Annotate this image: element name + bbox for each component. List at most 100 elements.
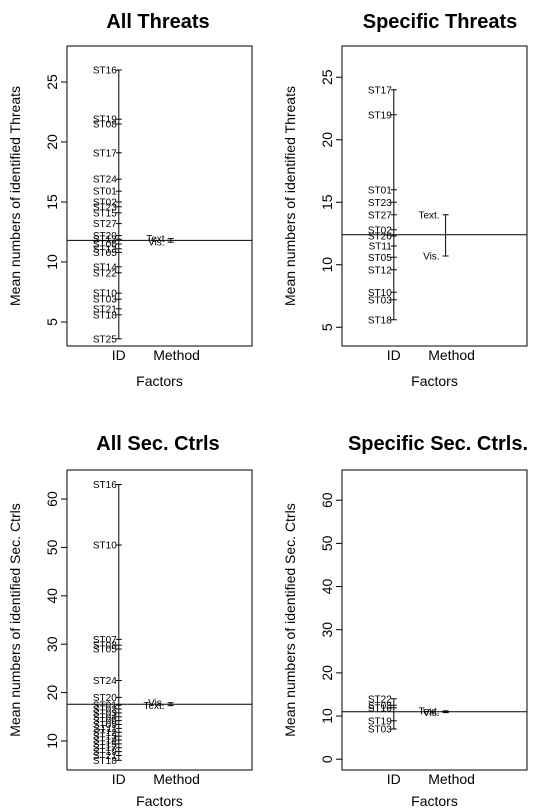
y-axis-label: Mean numbers of identified Threats	[282, 86, 298, 306]
y-tick-label: 10	[44, 254, 60, 270]
level-label: ST20	[93, 231, 117, 242]
level-label: ST03	[368, 295, 392, 306]
level-label: ST10	[368, 288, 392, 299]
level-label: ST11	[369, 242, 393, 253]
chart-title: Specific Sec. Ctrls.	[348, 433, 528, 455]
y-tick-label: 25	[44, 74, 60, 90]
level-label: Vis.	[423, 252, 440, 263]
plot-frame	[66, 469, 253, 771]
category-label-method: Method	[428, 347, 475, 363]
y-axis-label: Mean numbers of identified Sec. Ctrls	[7, 503, 23, 736]
level-label: ST23	[368, 198, 392, 209]
y-tick-label: 5	[44, 318, 60, 326]
level-label: ST16	[368, 703, 392, 714]
level-label: ST13	[93, 244, 117, 255]
level-label: ST22	[93, 268, 117, 279]
x-axis-label: Factors	[136, 793, 183, 809]
y-tick-label: 40	[44, 588, 60, 604]
level-label: ST10	[93, 289, 117, 300]
level-label: Text.	[418, 210, 439, 221]
level-label: ST06	[93, 716, 117, 727]
y-tick-label: 60	[44, 491, 60, 507]
category-label-id: ID	[387, 771, 401, 787]
level-label: ST18	[93, 756, 117, 767]
y-tick-label: 60	[319, 492, 335, 508]
level-label: ST17	[93, 148, 117, 159]
level-label: Vis.	[148, 238, 165, 249]
plot-frame	[341, 45, 528, 347]
level-label: ST19	[368, 716, 392, 727]
y-tick-label: 30	[319, 622, 335, 638]
level-label: ST24	[93, 676, 117, 687]
x-axis-label: Factors	[411, 793, 458, 809]
level-label: ST12	[93, 728, 117, 739]
level-label: ST02	[93, 705, 117, 716]
plot-frame	[66, 45, 253, 347]
level-label: ST04	[93, 712, 117, 723]
level-label: ST25	[93, 334, 117, 345]
level-label: ST08	[93, 120, 117, 131]
level-label: ST03	[368, 724, 392, 735]
level-label: ST10	[93, 541, 117, 552]
level-label: Text.	[143, 701, 164, 712]
y-tick-label: 10	[44, 733, 60, 749]
level-label: ST15	[93, 208, 117, 219]
level-label: ST03	[93, 295, 117, 306]
level-label: ST17	[93, 743, 117, 754]
category-label-method: Method	[153, 771, 200, 787]
panel-1: All Threats 5 10 15 20 25 Mean numbers of iden…	[7, 11, 253, 389]
level-label: Vis.	[423, 708, 440, 719]
y-tick-label: 40	[319, 579, 335, 595]
y-tick-label: 20	[44, 685, 60, 701]
category-label-id: ID	[387, 347, 401, 363]
level-label: ST12	[368, 265, 392, 276]
level-label: ST17	[368, 85, 392, 96]
y-axis-label: Mean numbers of identified Threats	[7, 86, 23, 306]
level-label: ST24	[93, 175, 117, 186]
category-label-id: ID	[112, 771, 126, 787]
level-label: ST27	[368, 210, 392, 221]
y-tick-label: 15	[319, 194, 335, 210]
panel-4: Specific Sec. Ctrls. 0 10 20 30 40 50 60 Mean nu…	[282, 433, 528, 809]
level-label: ST19	[368, 110, 392, 121]
level-label: Text	[146, 234, 165, 245]
plot-frame	[341, 469, 528, 771]
level-label: ST16	[93, 480, 117, 491]
level-label: ST18	[368, 315, 392, 326]
level-label: ST01	[93, 187, 117, 198]
level-label: ST26	[368, 232, 392, 243]
y-tick-label: 20	[44, 134, 60, 150]
level-label: ST02	[93, 198, 117, 209]
level-label: ST12	[93, 235, 117, 246]
y-tick-label: 15	[44, 194, 60, 210]
level-label: ST09	[93, 720, 117, 731]
level-label: ST23	[93, 202, 117, 213]
level-label: ST27	[93, 219, 117, 230]
level-label: ST11	[94, 724, 118, 735]
level-label: ST20	[93, 693, 117, 704]
panel-3: All Sec. Ctrls 10 20 30 40 50 60 Mean numbers o…	[7, 433, 253, 809]
level-label: ST03	[93, 708, 117, 719]
y-tick-label: 0	[319, 755, 335, 763]
level-label: ST07	[93, 635, 117, 646]
level-label: ST15	[93, 739, 117, 750]
chart-title: Specific Threats	[363, 11, 518, 33]
level-label: ST08	[368, 701, 392, 712]
level-label: ST06	[93, 240, 117, 251]
level-label: Text.	[418, 706, 439, 717]
y-tick-label: 20	[319, 132, 335, 148]
level-label: ST05	[93, 645, 117, 656]
level-label: ST01	[93, 701, 117, 712]
level-label: ST14	[93, 736, 117, 747]
level-label: ST16	[93, 66, 117, 77]
level-label: ST05	[368, 253, 392, 264]
level-label: ST19	[93, 747, 117, 758]
y-tick-label: 30	[44, 636, 60, 652]
level-label: ST21	[93, 304, 117, 315]
level-label: ST19	[93, 115, 117, 126]
level-label: Vis.	[148, 698, 165, 709]
level-label: ST08	[93, 641, 117, 652]
category-label-method: Method	[153, 347, 200, 363]
level-label: ST22	[368, 694, 392, 705]
